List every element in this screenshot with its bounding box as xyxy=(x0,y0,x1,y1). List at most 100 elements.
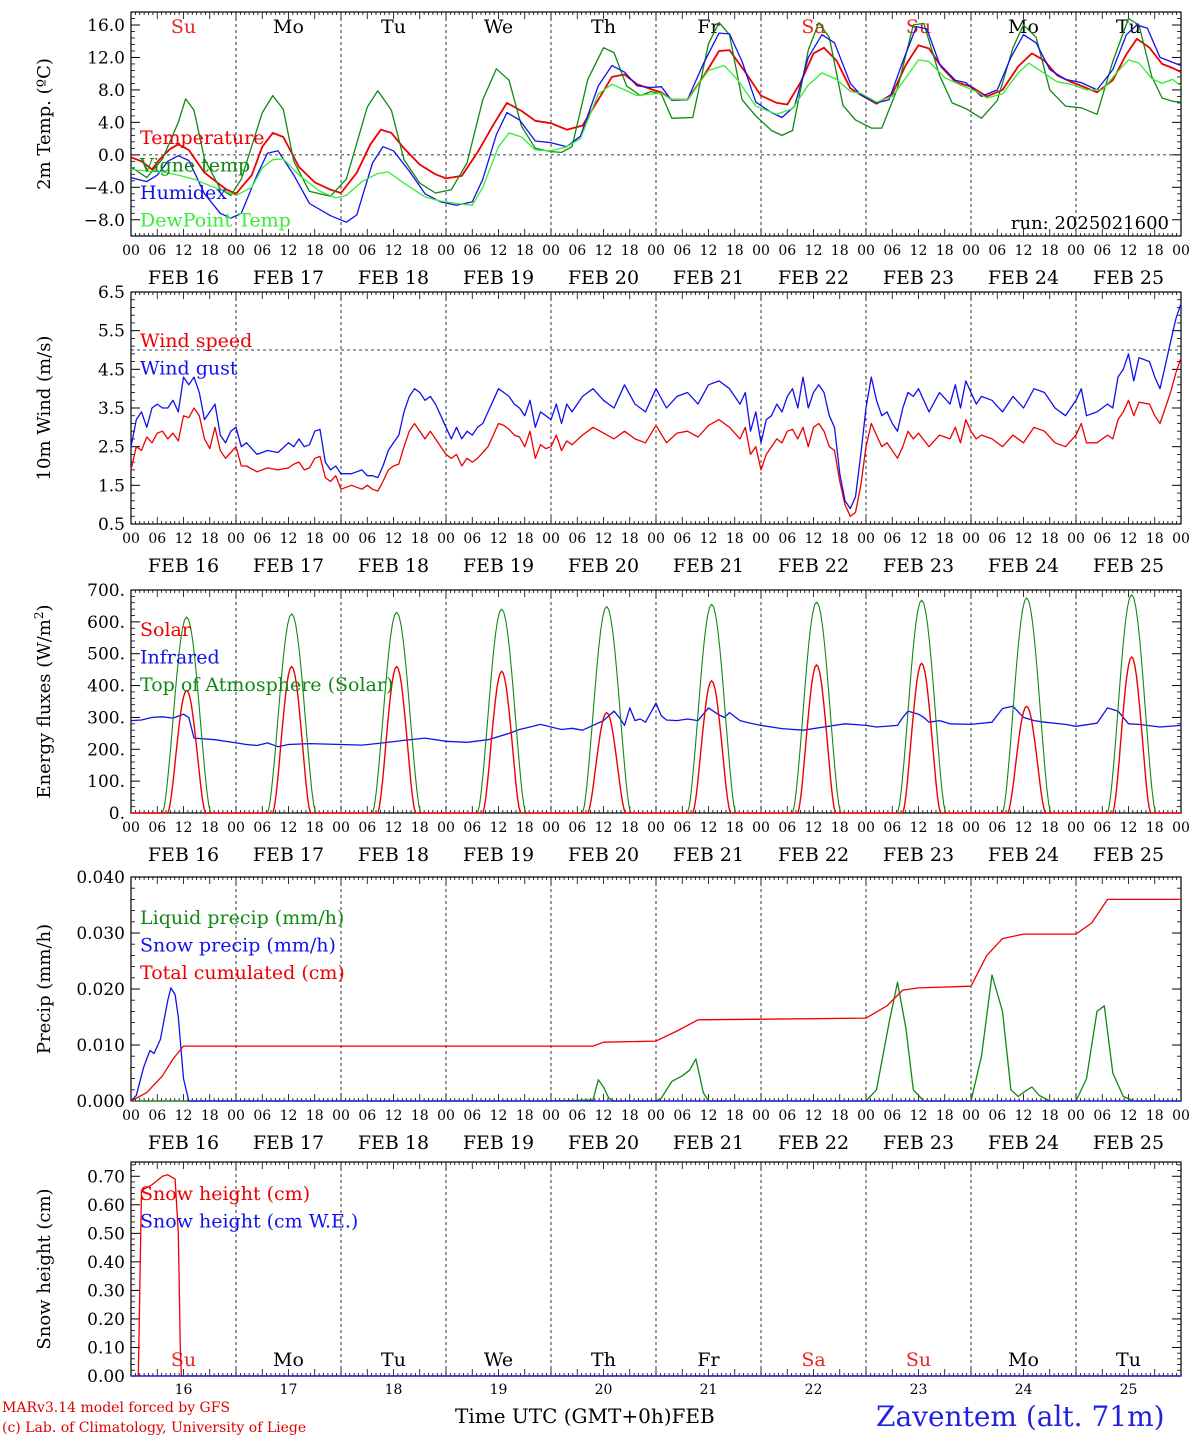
date-label: FEB 23 xyxy=(883,555,954,577)
y-tick-label: 4.5 xyxy=(98,360,125,380)
hour-tick-label: 06 xyxy=(673,820,691,836)
y-tick-label: 16.0 xyxy=(87,16,125,36)
hour-tick-label: 00 xyxy=(1067,820,1085,836)
hour-tick-label: 00 xyxy=(752,1108,770,1124)
y-tick-label: 0.00 xyxy=(87,1367,125,1387)
date-label: FEB 19 xyxy=(463,844,534,866)
date-label: FEB 21 xyxy=(673,1132,744,1154)
hour-tick-label: 18 xyxy=(201,1108,219,1124)
hour-tick-label: 18 xyxy=(621,243,639,259)
legend-entry: Snow precip (mm/h) xyxy=(140,935,336,957)
day-abbr-label: Fr xyxy=(697,1349,720,1371)
y-tick-label: 0.60 xyxy=(87,1196,125,1216)
hour-tick-label: 06 xyxy=(253,820,271,836)
series-temperature xyxy=(130,37,1182,195)
hour-tick-label: 18 xyxy=(936,1108,954,1124)
hour-tick-label: 00 xyxy=(332,1108,350,1124)
hour-tick-label: 00 xyxy=(752,531,770,547)
hour-tick-label: 00 xyxy=(542,1108,560,1124)
hour-tick-label: 12 xyxy=(805,531,823,547)
hour-tick-label: 00 xyxy=(542,531,560,547)
hour-tick-label: 12 xyxy=(700,243,718,259)
hour-tick-label: 18 xyxy=(411,820,429,836)
date-label: FEB 17 xyxy=(253,555,324,577)
hour-tick-label: 00 xyxy=(962,531,980,547)
hour-tick-label: 12 xyxy=(910,820,928,836)
hour-tick-label: 18 xyxy=(831,820,849,836)
day-number-label: 16 xyxy=(175,1382,193,1398)
hour-tick-label: 06 xyxy=(1093,531,1111,547)
series-humidex xyxy=(130,24,1182,223)
hour-tick-label: 18 xyxy=(1146,1108,1164,1124)
hour-tick-label: 00 xyxy=(227,820,245,836)
hour-tick-label: 00 xyxy=(437,531,455,547)
date-label: FEB 23 xyxy=(883,267,954,289)
hour-tick-label: 18 xyxy=(621,1108,639,1124)
day-abbr-label: Mo xyxy=(1008,1349,1039,1371)
y-tick-label: 0.10 xyxy=(87,1338,125,1358)
legend-entry: Snow height (cm W.E.) xyxy=(140,1211,358,1233)
hour-tick-label: 12 xyxy=(700,531,718,547)
day-number-label: 19 xyxy=(490,1382,508,1398)
day-abbr-label: Tu xyxy=(381,16,406,38)
hour-tick-label: 06 xyxy=(883,243,901,259)
hour-tick-label: 06 xyxy=(988,531,1006,547)
series-wind-speed xyxy=(130,357,1182,517)
hour-tick-label: 18 xyxy=(306,1108,324,1124)
hour-tick-label: 00 xyxy=(542,820,560,836)
hour-tick-label: 00 xyxy=(437,243,455,259)
date-label: FEB 20 xyxy=(568,1132,639,1154)
hour-tick-label: 12 xyxy=(1015,531,1033,547)
hour-tick-label: 12 xyxy=(1015,243,1033,259)
date-label: FEB 23 xyxy=(883,1132,954,1154)
hour-tick-label: 12 xyxy=(490,243,508,259)
station-label: Zaventem (alt. 71m) xyxy=(876,1400,1165,1433)
date-label: FEB 25 xyxy=(1093,555,1164,577)
hour-tick-label: 06 xyxy=(778,1108,796,1124)
date-label: FEB 22 xyxy=(778,844,849,866)
y-tick-label: −8.0 xyxy=(84,211,125,231)
hour-tick-label: 00 xyxy=(122,531,140,547)
series-total-cumulated-cm xyxy=(130,898,1181,1102)
day-abbr-label: Su xyxy=(906,1349,931,1371)
day-abbr-label: Sa xyxy=(801,16,825,38)
hour-tick-label: 00 xyxy=(1067,243,1085,259)
hour-tick-label: 12 xyxy=(1015,820,1033,836)
day-number-label: 22 xyxy=(805,1382,823,1398)
legend-entry: Infrared xyxy=(140,647,220,669)
hour-tick-label: 18 xyxy=(831,1108,849,1124)
hour-tick-label: 06 xyxy=(988,243,1006,259)
date-label: FEB 16 xyxy=(148,267,219,289)
date-label: FEB 17 xyxy=(253,844,324,866)
y-tick-label: 0.30 xyxy=(87,1281,125,1301)
hour-tick-label: 18 xyxy=(621,820,639,836)
y-tick-label: 0.040 xyxy=(76,868,125,888)
date-label: FEB 18 xyxy=(358,555,429,577)
hour-tick-label: 06 xyxy=(358,820,376,836)
y-tick-label: 400. xyxy=(87,677,125,697)
date-label: FEB 24 xyxy=(988,1132,1059,1154)
legend-entry: Wind gust xyxy=(140,358,238,380)
month-label: FEB xyxy=(671,1404,715,1428)
hour-tick-label: 12 xyxy=(700,1108,718,1124)
hour-tick-label: 06 xyxy=(253,531,271,547)
y-tick-label: 4.0 xyxy=(98,113,125,133)
panel-snow: 0.00 0.10 0.20 0.30 0.40 0.50 0.60 0.70 Snow hei… xyxy=(34,1161,1182,1398)
series-solar xyxy=(131,656,1181,814)
hour-tick-label: 12 xyxy=(910,1108,928,1124)
date-label: FEB 22 xyxy=(778,1132,849,1154)
hour-tick-label: 00 xyxy=(857,243,875,259)
hour-tick-label: 18 xyxy=(831,243,849,259)
hour-tick-label: 18 xyxy=(306,243,324,259)
time-axis-title: Time UTC (GMT+0h)FEB xyxy=(455,1404,715,1428)
day-abbr-label: Th xyxy=(591,1349,616,1371)
hour-tick-label: 00 xyxy=(962,820,980,836)
hour-tick-label: 00 xyxy=(752,243,770,259)
hour-tick-label: 06 xyxy=(883,531,901,547)
hour-tick-label: 06 xyxy=(463,1108,481,1124)
y-tick-label: 8.0 xyxy=(98,81,125,101)
hour-tick-label: 18 xyxy=(201,243,219,259)
hour-tick-label: 12 xyxy=(385,531,403,547)
hour-tick-label: 06 xyxy=(988,820,1006,836)
hour-tick-label: 18 xyxy=(1146,820,1164,836)
